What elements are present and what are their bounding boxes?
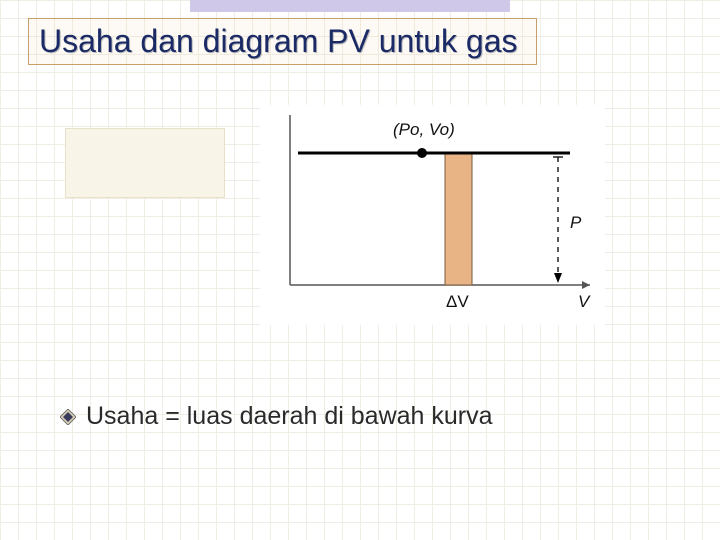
p-arrow-icon bbox=[554, 273, 562, 283]
v-label: V bbox=[578, 292, 591, 311]
point-label: (Po, Vo) bbox=[393, 120, 455, 139]
diamond-bullet-icon bbox=[60, 409, 76, 425]
state-point bbox=[417, 148, 427, 158]
pv-diagram-svg: (Po, Vo) P ΔV V bbox=[260, 105, 605, 325]
slide-title-text: Usaha dan diagram PV untuk gas bbox=[39, 23, 518, 59]
bullet-item: Usaha = luas daerah di bawah kurva bbox=[60, 402, 493, 431]
slide-title: Usaha dan diagram PV untuk gas bbox=[28, 18, 537, 65]
empty-content-box bbox=[65, 128, 225, 198]
pv-diagram: (Po, Vo) P ΔV V bbox=[260, 105, 605, 325]
x-axis-arrow-icon bbox=[582, 281, 590, 289]
top-accent-bar bbox=[190, 0, 510, 12]
bullet-text: Usaha = luas daerah di bawah kurva bbox=[86, 402, 493, 431]
p-label: P bbox=[570, 213, 582, 232]
shaded-area bbox=[445, 153, 472, 285]
dv-label: ΔV bbox=[446, 292, 469, 311]
